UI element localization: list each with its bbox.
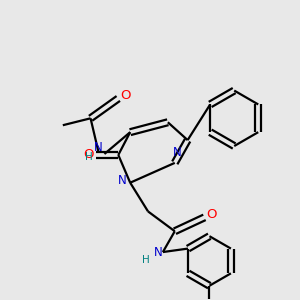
Text: N: N [173,146,182,160]
Text: N: N [94,140,103,154]
Text: O: O [83,148,94,161]
Text: O: O [120,89,130,102]
Text: H: H [142,255,150,265]
Text: H: H [85,152,92,162]
Text: N: N [154,245,162,259]
Text: N: N [118,174,127,187]
Text: O: O [206,208,217,221]
